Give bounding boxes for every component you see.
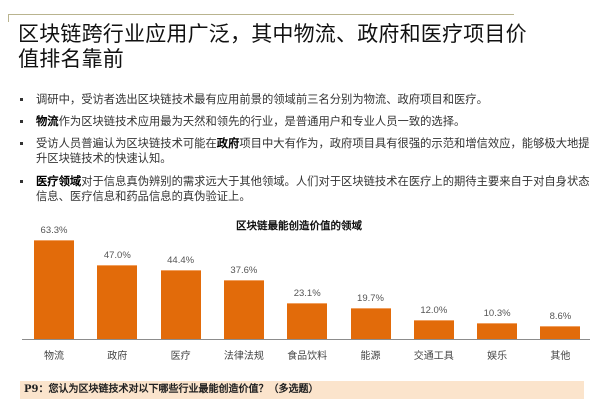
bullet-text: 项目中大有作为，政府项目具有很强的示范和增信效应，能够极大地提升区块链技术的快速… [36, 137, 590, 165]
bar-value-label: 23.1% [293, 288, 321, 299]
x-tick-label: 娱乐 [487, 351, 508, 362]
x-tick-label: 医疗 [170, 351, 191, 362]
x-tick-label: 物流 [44, 351, 64, 362]
bullet-item: 物流作为区块链技术应用最为天然和领先的行业，是普通用户和专业人员一致的选择。 [20, 114, 590, 129]
bar [413, 320, 454, 339]
x-tick-label: 食品饮料 [287, 351, 328, 362]
x-tick-label: 法律法规 [223, 351, 264, 362]
bar-value-label: 47.0% [103, 250, 131, 261]
bar-group: 63.3% 物流 [24, 210, 84, 362]
bullet-text: 对于信息真伪辨别的需求远大于其他领域。人们对于区块链技术在医疗上的期待主要来自于… [36, 175, 590, 203]
bar [540, 326, 581, 339]
survey-question-footer: P9：您认为区块链技术对以下哪些行业最能创造价值？（多选题） [20, 381, 584, 399]
bar [97, 265, 138, 339]
bar-group: 47.0% 政府 [87, 210, 147, 362]
bar-value-label: 44.4% [167, 255, 195, 266]
bullet-text: 作为区块链技术应用最为天然和领先的行业，是普通用户和专业人员一致的选择。 [58, 115, 466, 128]
bar-group: 10.3% 娱乐 [467, 210, 527, 362]
bullet-emphasis: 医疗领域 [36, 175, 82, 188]
bar-group: 37.6% 法律法规 [214, 210, 274, 362]
bullet-dot-icon [20, 120, 23, 123]
bullet-emphasis: 物流 [36, 115, 59, 128]
bar-group: 8.6% 其他 [530, 210, 590, 362]
bullet-item: 医疗领域对于信息真伪辨别的需求远大于其他领域。人们对于区块链技术在医疗上的期待主… [20, 174, 590, 204]
bullet-list: 调研中，受访者选出区块链技术最有应用前景的领域前三名分别为物流、政府项目和医疗。… [20, 92, 590, 210]
bar [34, 240, 74, 339]
bullet-item: 受访人员普遍认为区块链技术可能在政府项目中大有作为，政府项目具有很强的示范和增信… [20, 136, 590, 166]
x-tick-label: 能源 [360, 351, 381, 362]
bar-value-label: 63.3% [40, 225, 68, 236]
bar-value-label: 12.0% [420, 305, 448, 316]
top-rule [8, 14, 514, 15]
bar-group: 23.1% 食品饮料 [277, 210, 337, 362]
bar [477, 323, 518, 339]
bar-chart: 区块链最能创造价值的领域 63.3% 物流 47.0% 政府 44.4% 医疗 37.6% 法… [0, 210, 600, 362]
bar-value-label: 37.6% [230, 265, 258, 276]
page-title: 区块链跨行业应用广泛，其中物流、政府和医疗项目价值排名靠前 [18, 22, 527, 71]
x-tick-label: 其他 [550, 351, 571, 362]
bullet-text: 调研中，受访者选出区块链技术最有应用前景的领域前三名分别为物流、政府项目和医疗。 [36, 93, 488, 106]
x-tick-label: 交通工具 [413, 351, 454, 362]
bar [160, 270, 201, 339]
x-axis-line [22, 339, 590, 340]
chart-title: 区块链最能创造价值的领域 [236, 220, 362, 232]
x-tick-label: 政府 [107, 351, 128, 362]
bar-value-label: 19.7% [357, 293, 384, 304]
bullet-dot-icon [20, 180, 23, 183]
bar-group: 44.4% 医疗 [151, 210, 211, 362]
bar [223, 280, 264, 339]
bar [287, 303, 328, 339]
bar [350, 308, 391, 339]
bullet-item: 调研中，受访者选出区块链技术最有应用前景的领域前三名分别为物流、政府项目和医疗。 [20, 92, 590, 107]
bar-group: 12.0% 交通工具 [404, 210, 464, 362]
bullet-text-pre: 受访人员普遍认为区块链技术可能在 [36, 137, 217, 150]
bar-group: 19.7% 能源 [341, 210, 401, 362]
bullet-dot-icon [20, 98, 23, 101]
bullet-emphasis: 政府 [216, 137, 240, 150]
top-rule-corner [8, 14, 9, 22]
bullet-dot-icon [20, 142, 23, 145]
bar-value-label: 10.3% [483, 308, 511, 319]
bar-value-label: 8.6% [549, 311, 572, 322]
